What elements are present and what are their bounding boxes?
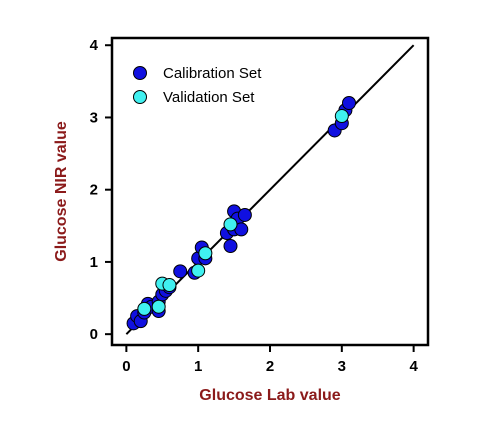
validation-point xyxy=(137,301,152,316)
validation-point xyxy=(198,246,213,261)
axis-ticks: 0 1 2 3 4 0 1 2 3 4 xyxy=(90,37,419,375)
calibration-point xyxy=(223,239,238,254)
x-tick-label: 2 xyxy=(266,358,274,375)
x-tick-label: 4 xyxy=(409,358,418,375)
validation-point xyxy=(334,109,349,124)
legend-marker xyxy=(133,90,147,104)
x-tick-label: 0 xyxy=(122,358,130,375)
calibration-point xyxy=(342,96,356,111)
legend-label: Calibration Set xyxy=(163,65,262,82)
y-tick-label: 3 xyxy=(90,109,98,126)
y-tick-label: 4 xyxy=(90,37,99,54)
x-axis-title: Glucose Lab value xyxy=(199,387,340,404)
validation-point xyxy=(151,299,166,314)
validation-point xyxy=(223,217,238,232)
y-tick-label: 0 xyxy=(90,326,98,343)
legend: Calibration Set Validation Set xyxy=(133,65,262,106)
x-tick-label: 3 xyxy=(338,358,346,375)
legend-marker xyxy=(133,66,147,80)
x-tick-label: 1 xyxy=(194,358,202,375)
validation-point xyxy=(191,263,206,278)
y-axis-title: Glucose NIR value xyxy=(53,121,70,262)
validation-point xyxy=(162,278,177,293)
calibration-point xyxy=(173,264,188,279)
y-tick-label: 1 xyxy=(90,254,98,271)
calibration-point xyxy=(237,207,252,222)
data-points-layer xyxy=(126,96,356,331)
legend-label: Validation Set xyxy=(163,89,255,106)
y-tick-label: 2 xyxy=(90,182,98,199)
